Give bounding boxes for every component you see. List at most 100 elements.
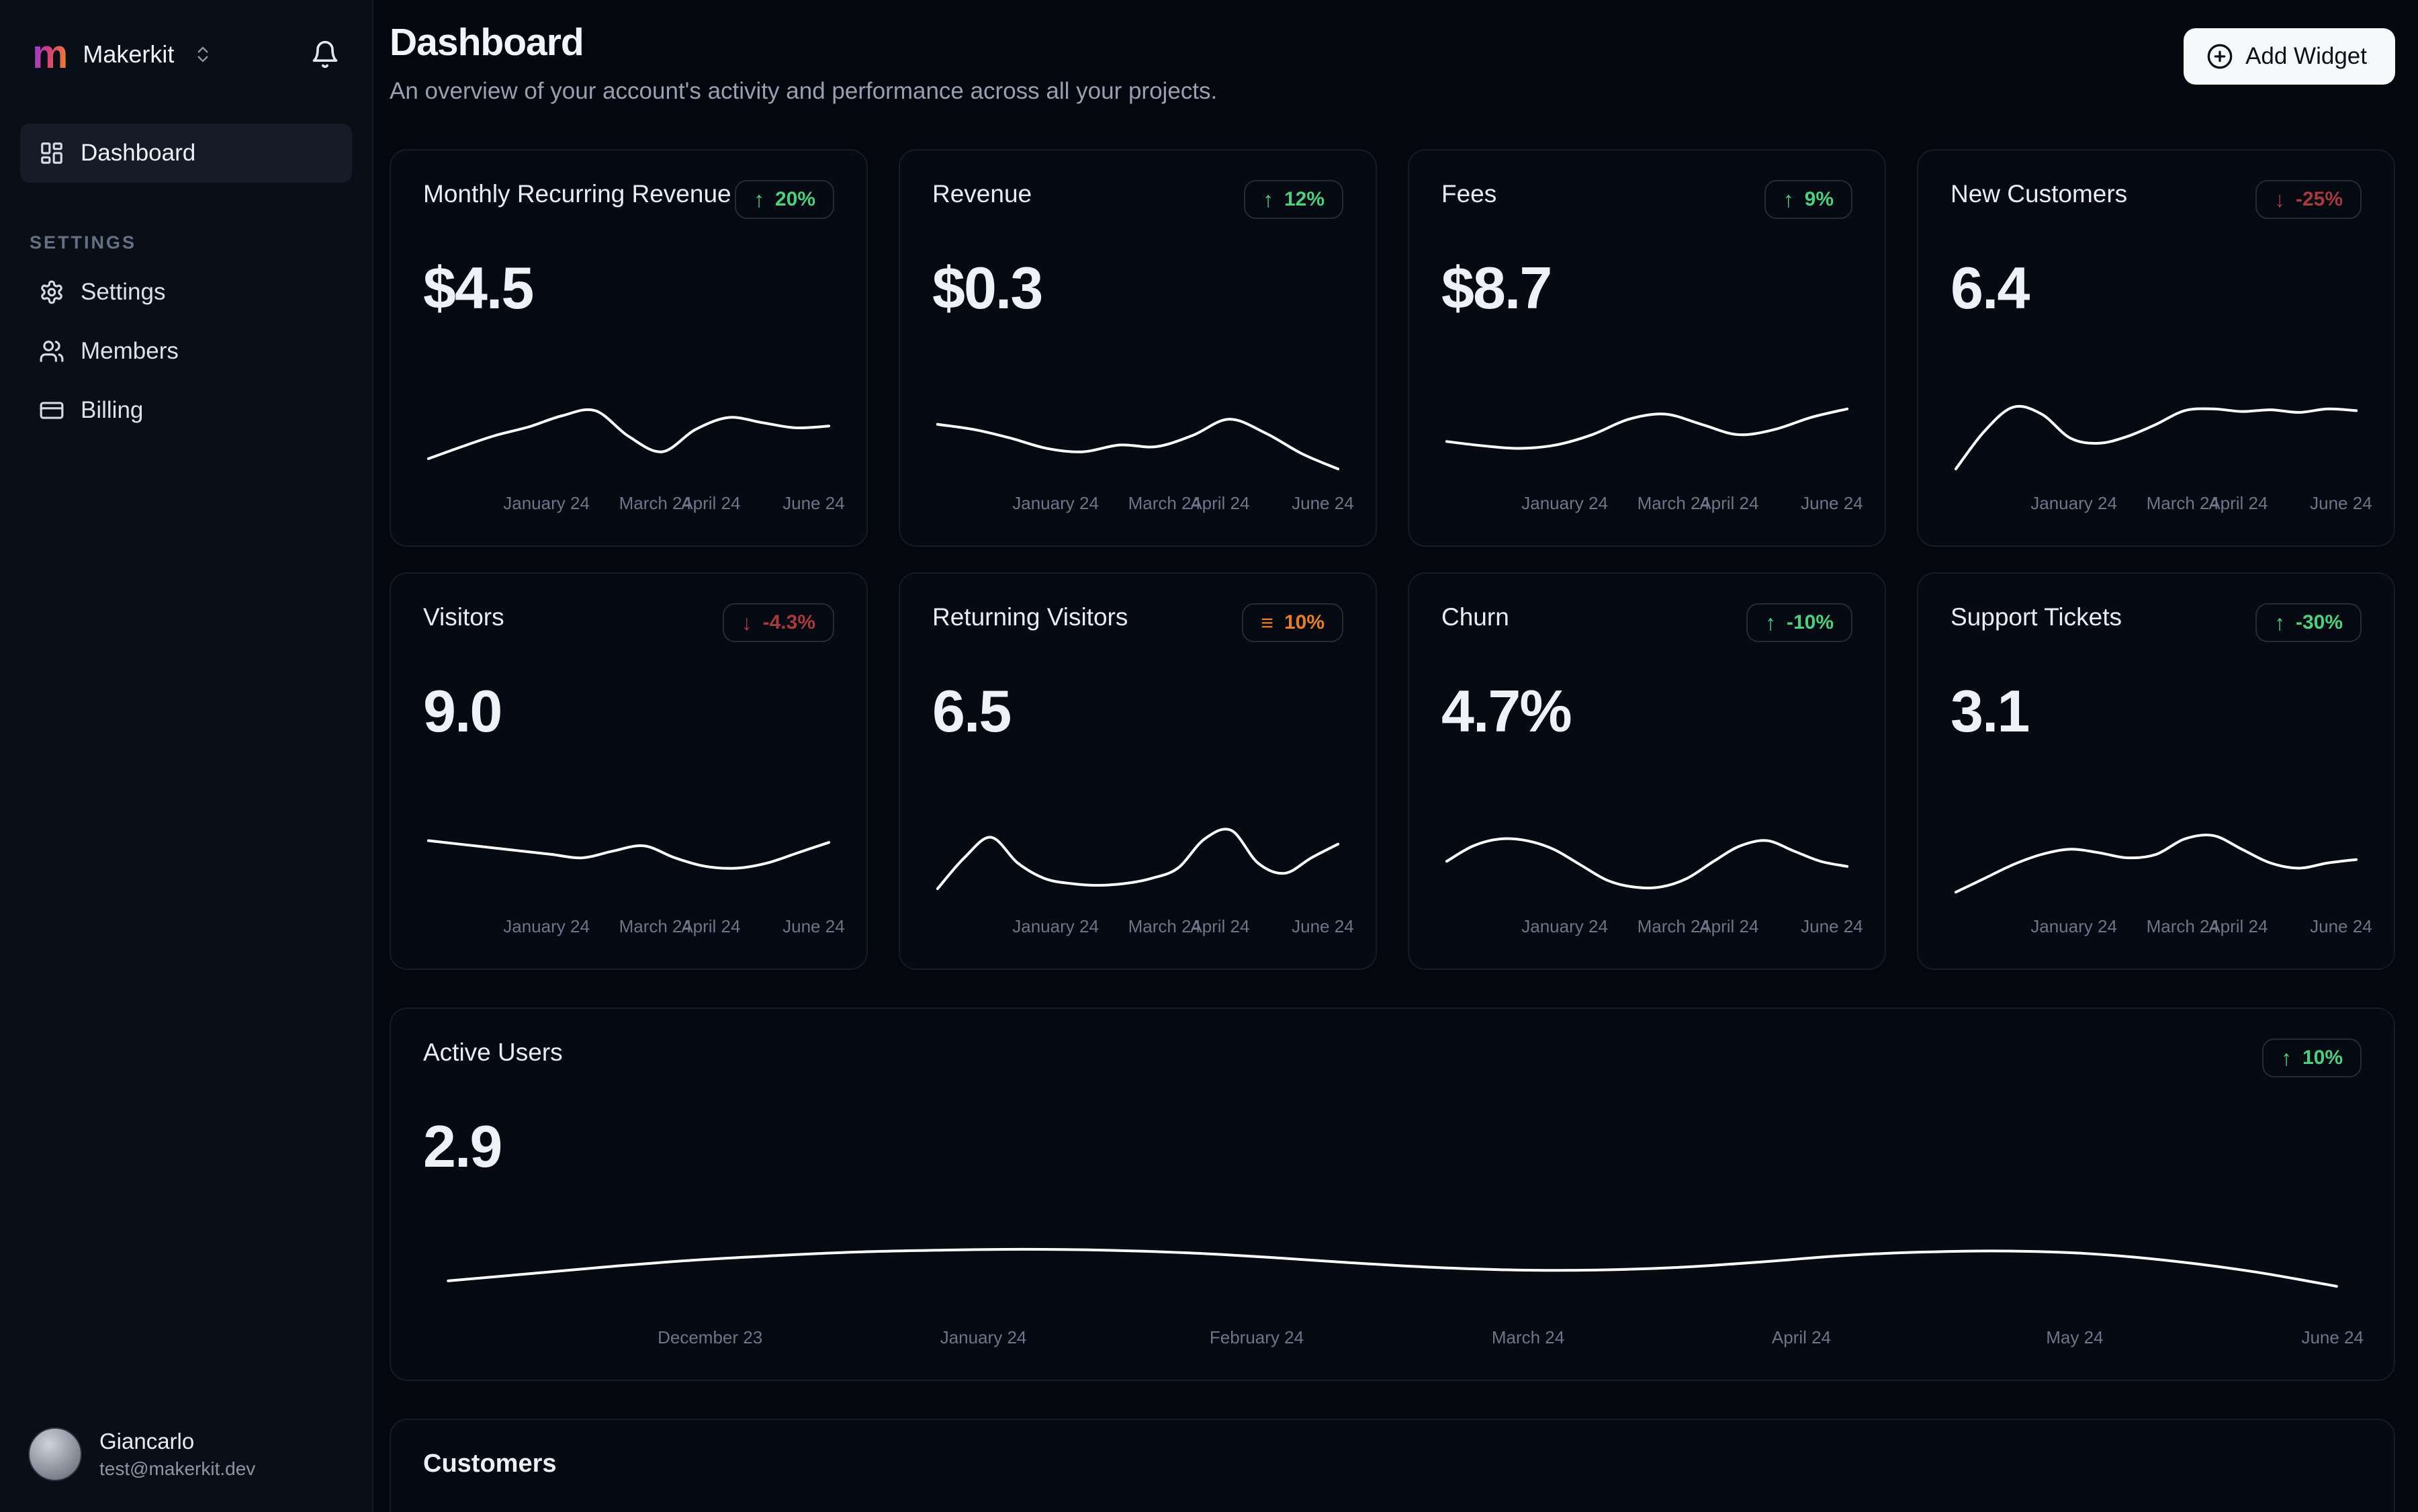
x-axis-tick-label: January 24 bbox=[2030, 493, 2117, 513]
x-axis-tick-label: February 24 bbox=[1209, 1327, 1304, 1347]
card-value: $8.7 bbox=[1441, 255, 1552, 321]
x-axis-tick-label: June 24 bbox=[1801, 493, 1863, 513]
trend-value: -25% bbox=[2295, 188, 2343, 210]
add-widget-button[interactable]: Add Widget bbox=[2184, 28, 2395, 85]
card-title: Returning Visitors bbox=[932, 603, 1128, 631]
x-axis-tick-label: May 24 bbox=[2046, 1327, 2104, 1347]
card-title: Revenue bbox=[932, 180, 1032, 208]
workspace-name: Makerkit bbox=[83, 40, 175, 68]
trend-up-icon: ↑ bbox=[2274, 611, 2285, 635]
card-revenue: Revenue ↑ 12% $0.3 January 24 March 24 Apr… bbox=[899, 149, 1377, 547]
sparkline-chart bbox=[932, 380, 1343, 482]
notifications-bell-icon[interactable] bbox=[310, 40, 340, 69]
x-axis-labels: January 24 March 24 April 24 June 24 bbox=[1441, 493, 1863, 516]
card-active-users: Active Users ↑ 10% 2.9 December 23 Januar… bbox=[390, 1008, 2395, 1381]
trend-flat-icon: ≡ bbox=[1261, 611, 1273, 635]
x-axis-tick-label: January 24 bbox=[2030, 916, 2117, 936]
trend-badge: ↑ 10% bbox=[2262, 1038, 2362, 1077]
user-menu[interactable]: Giancarlo test@makerkit.dev bbox=[20, 1427, 352, 1481]
sparkline-chart bbox=[932, 803, 1343, 905]
trend-up-icon: ↑ bbox=[753, 187, 764, 212]
main-content: Dashboard An overview of your account's … bbox=[373, 0, 2418, 1512]
card-title: Fees bbox=[1441, 180, 1497, 208]
card-title: New Customers bbox=[1951, 180, 2128, 208]
trend-value: 20% bbox=[774, 188, 815, 210]
card-title: Visitors bbox=[423, 603, 504, 631]
x-axis-labels: January 24 March 24 April 24 June 24 bbox=[1441, 916, 1863, 939]
card-value: 9.0 bbox=[423, 678, 502, 744]
card-visitors: Visitors ↓ -4.3% 9.0 January 24 March 24 A… bbox=[390, 572, 868, 970]
x-axis-tick-label: January 24 bbox=[1012, 916, 1099, 936]
trend-value: -4.3% bbox=[762, 611, 815, 633]
trend-down-icon: ↓ bbox=[2274, 187, 2285, 212]
page-title: Dashboard bbox=[390, 21, 584, 64]
x-axis-tick-label: December 23 bbox=[658, 1327, 763, 1347]
trend-value: 10% bbox=[1284, 611, 1325, 633]
x-axis-tick-label: April 24 bbox=[681, 916, 741, 936]
dashboard-grid-icon bbox=[39, 140, 64, 166]
sparkline-chart bbox=[1441, 803, 1852, 905]
x-axis-tick-label: January 24 bbox=[1012, 493, 1099, 513]
x-axis-tick-label: April 24 bbox=[681, 493, 741, 513]
card-value: 6.4 bbox=[1951, 255, 2030, 321]
chevrons-up-down-icon[interactable] bbox=[193, 44, 213, 64]
sparkline-chart bbox=[1441, 380, 1852, 482]
sidebar-item-label: Settings bbox=[81, 279, 166, 305]
card-title: Support Tickets bbox=[1951, 603, 2122, 631]
x-axis-tick-label: April 24 bbox=[2208, 916, 2268, 936]
trend-up-icon: ↑ bbox=[1262, 187, 1273, 212]
x-axis-tick-label: January 24 bbox=[940, 1327, 1027, 1347]
sidebar-item-billing[interactable]: Billing bbox=[20, 381, 352, 440]
sidebar-item-label: Dashboard bbox=[81, 140, 196, 166]
x-axis-labels: December 23 January 24 February 24 March 24… bbox=[423, 1327, 2364, 1350]
x-axis-tick-label: June 24 bbox=[1801, 916, 1863, 936]
trend-value: -10% bbox=[1786, 611, 1834, 633]
x-axis-tick-label: January 24 bbox=[503, 916, 590, 936]
card-value: 6.5 bbox=[932, 678, 1012, 744]
sidebar-item-dashboard[interactable]: Dashboard bbox=[20, 124, 352, 183]
card-churn: Churn ↑ -10% 4.7% January 24 March 24 Apri… bbox=[1408, 572, 1886, 970]
user-email: test@makerkit.dev bbox=[99, 1458, 256, 1479]
card-fees: Fees ↑ 9% $8.7 January 24 March 24 April 2… bbox=[1408, 149, 1886, 547]
sparkline-chart bbox=[423, 380, 834, 482]
sidebar-item-members[interactable]: Members bbox=[20, 322, 352, 381]
user-name: Giancarlo bbox=[99, 1429, 195, 1454]
x-axis-tick-label: March 24 bbox=[2146, 916, 2219, 936]
trend-down-icon: ↓ bbox=[741, 611, 752, 635]
x-axis-tick-label: April 24 bbox=[1190, 493, 1250, 513]
trend-badge: ↑ -10% bbox=[1746, 603, 1852, 642]
trend-value: 12% bbox=[1284, 188, 1325, 210]
sparkline-chart bbox=[423, 803, 834, 905]
x-axis-tick-label: June 24 bbox=[2310, 493, 2372, 513]
x-axis-tick-label: April 24 bbox=[1699, 916, 1759, 936]
credit-card-icon bbox=[39, 398, 64, 423]
trend-up-icon: ↑ bbox=[1783, 187, 1794, 212]
x-axis-labels: January 24 March 24 April 24 June 24 bbox=[1951, 916, 2372, 939]
trend-up-icon: ↑ bbox=[2280, 1046, 2292, 1070]
add-widget-label: Add Widget bbox=[2245, 43, 2367, 69]
x-axis-tick-label: April 24 bbox=[2208, 493, 2268, 513]
sidebar-item-settings[interactable]: Settings bbox=[20, 263, 352, 322]
x-axis-labels: January 24 March 24 April 24 June 24 bbox=[932, 916, 1353, 939]
card-value: 4.7% bbox=[1441, 678, 1572, 744]
card-value: 2.9 bbox=[423, 1113, 502, 1180]
avatar bbox=[28, 1427, 82, 1481]
x-axis-tick-label: January 24 bbox=[1521, 916, 1608, 936]
trend-value: -30% bbox=[2295, 611, 2343, 633]
trend-badge: ↓ -4.3% bbox=[722, 603, 834, 642]
x-axis-tick-label: January 24 bbox=[503, 493, 590, 513]
sidebar-item-label: Billing bbox=[81, 397, 144, 423]
card-value: $0.3 bbox=[932, 255, 1043, 321]
x-axis-tick-label: April 24 bbox=[1190, 916, 1250, 936]
trend-badge: ↓ -25% bbox=[2255, 180, 2362, 219]
x-axis-tick-label: March 24 bbox=[1491, 1327, 1565, 1347]
trend-badge: ↑ -30% bbox=[2255, 603, 2362, 642]
trend-badge: ≡ 10% bbox=[1242, 603, 1343, 642]
users-icon bbox=[39, 339, 64, 364]
x-axis-tick-label: March 24 bbox=[1128, 916, 1201, 936]
x-axis-tick-label: March 24 bbox=[1637, 916, 1710, 936]
sidebar-section-settings: SETTINGS bbox=[30, 232, 137, 253]
makerkit-logo: m bbox=[32, 32, 69, 77]
x-axis-tick-label: March 24 bbox=[1128, 493, 1201, 513]
trend-badge: ↑ 12% bbox=[1243, 180, 1343, 219]
